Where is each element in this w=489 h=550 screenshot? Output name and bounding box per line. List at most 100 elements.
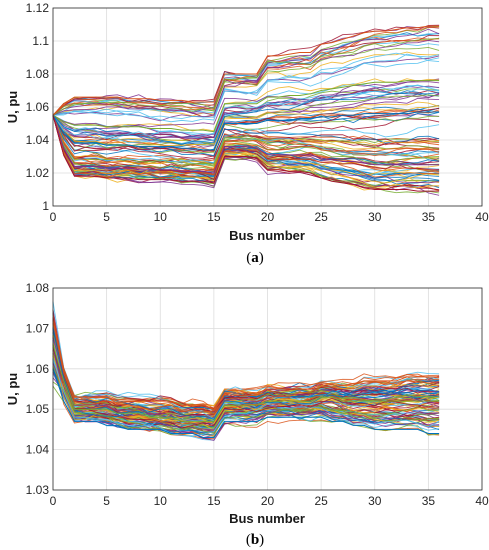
chart-panel-a: 0 5 10 15 20 25 30 35 40 1 1.02 1.04 1.06 1.08 1.1 1.1… bbox=[5, 1, 489, 266]
series-line bbox=[52, 26, 440, 116]
x-tick-label: 0 bbox=[50, 494, 57, 508]
series-line bbox=[52, 108, 440, 152]
series-line bbox=[52, 28, 440, 116]
series-line bbox=[52, 328, 440, 412]
y-tick-label: 1 bbox=[42, 199, 49, 213]
series-line bbox=[52, 366, 440, 431]
y-tick-label: 1.08 bbox=[26, 281, 50, 295]
y-axis-label-b: U, pu bbox=[5, 373, 20, 406]
x-tick-label: 40 bbox=[475, 210, 489, 224]
x-tick-label: 10 bbox=[154, 494, 168, 508]
x-tick-label: 20 bbox=[261, 210, 275, 224]
series-line bbox=[52, 85, 440, 142]
x-tick-label: 15 bbox=[207, 494, 221, 508]
series-line bbox=[52, 115, 440, 172]
y-tick-label: 1.02 bbox=[26, 166, 50, 180]
series-line bbox=[52, 39, 440, 116]
y-axis-label-a: U, pu bbox=[5, 91, 20, 124]
series-line bbox=[52, 115, 440, 189]
series-line bbox=[52, 357, 440, 437]
series-line bbox=[52, 80, 440, 133]
series-line bbox=[52, 347, 440, 431]
series-line bbox=[52, 115, 440, 179]
series-line bbox=[52, 32, 440, 116]
y-tick-label: 1.05 bbox=[26, 402, 50, 416]
series-line bbox=[52, 115, 440, 166]
series-lines-a bbox=[52, 24, 440, 196]
x-tick-label: 10 bbox=[154, 210, 168, 224]
x-axis-label-b: Bus number bbox=[229, 511, 305, 526]
x-tick-label: 35 bbox=[422, 210, 436, 224]
series-line bbox=[52, 111, 440, 151]
series-lines-b bbox=[52, 301, 440, 441]
series-line bbox=[52, 325, 440, 420]
series-line bbox=[52, 320, 440, 423]
series-line bbox=[52, 344, 440, 425]
caption-a: (a) bbox=[246, 250, 264, 266]
series-line bbox=[52, 327, 440, 418]
x-tick-label: 30 bbox=[368, 210, 382, 224]
series-line bbox=[52, 115, 440, 187]
x-tick-label: 25 bbox=[314, 210, 328, 224]
series-line bbox=[52, 115, 440, 181]
y-tick-label: 1.06 bbox=[26, 362, 50, 376]
series-line bbox=[52, 97, 440, 139]
x-tick-label: 25 bbox=[314, 494, 328, 508]
y-tick-label: 1.04 bbox=[26, 443, 50, 457]
y-tick-labels-a: 1 1.02 1.04 1.06 1.08 1.1 1.12 bbox=[26, 1, 50, 213]
series-line bbox=[52, 84, 440, 138]
x-tick-label: 5 bbox=[103, 210, 110, 224]
caption-b: (b) bbox=[246, 532, 264, 548]
series-line bbox=[52, 367, 440, 434]
series-line bbox=[52, 329, 440, 420]
x-tick-label: 20 bbox=[261, 494, 275, 508]
y-tick-label: 1.07 bbox=[26, 321, 50, 335]
x-tick-label: 40 bbox=[475, 494, 489, 508]
series-line bbox=[52, 368, 440, 438]
series-line bbox=[52, 115, 440, 174]
plot-border-b bbox=[52, 287, 483, 491]
series-line bbox=[52, 81, 440, 128]
series-line bbox=[52, 92, 440, 145]
series-line bbox=[52, 115, 440, 157]
series-line bbox=[52, 314, 440, 407]
x-tick-label: 15 bbox=[207, 210, 221, 224]
x-tick-label: 5 bbox=[103, 494, 110, 508]
series-line bbox=[52, 37, 440, 116]
series-line bbox=[52, 78, 440, 132]
series-line bbox=[52, 25, 440, 116]
series-line bbox=[52, 33, 440, 116]
y-tick-label: 1.04 bbox=[26, 133, 50, 147]
plot-border-a bbox=[52, 7, 483, 207]
series-line bbox=[52, 353, 440, 424]
series-line bbox=[52, 115, 440, 154]
y-tick-label: 1.08 bbox=[26, 67, 50, 81]
y-tick-label: 1.1 bbox=[32, 34, 49, 48]
x-tick-label: 0 bbox=[50, 210, 57, 224]
series-line bbox=[52, 88, 440, 144]
x-tick-labels-b: 0 5 10 15 20 25 30 35 40 bbox=[50, 494, 489, 508]
series-line bbox=[52, 57, 440, 123]
series-line bbox=[52, 105, 440, 147]
series-line bbox=[52, 381, 440, 434]
series-line bbox=[52, 35, 440, 118]
x-axis-label-a: Bus number bbox=[229, 228, 305, 243]
series-line bbox=[52, 355, 440, 431]
chart-panel-b: 0 5 10 15 20 25 30 35 40 1.031.041.051.061.071.0… bbox=[5, 281, 489, 548]
series-line bbox=[52, 320, 440, 410]
series-line bbox=[52, 322, 440, 412]
y-tick-labels-b: 1.03 1.04 1.05 1.06 1.07 1.08 bbox=[26, 281, 50, 497]
series-line bbox=[52, 115, 440, 178]
series-line bbox=[52, 115, 440, 184]
series-line bbox=[52, 309, 440, 414]
x-tick-label: 30 bbox=[368, 494, 382, 508]
y-tick-label: 1.12 bbox=[26, 1, 50, 15]
x-tick-labels-a: 0 5 10 15 20 25 30 35 40 bbox=[50, 210, 489, 224]
x-tick-label: 35 bbox=[422, 494, 436, 508]
y-tick-label: 1.06 bbox=[26, 100, 50, 114]
series-line bbox=[52, 78, 440, 138]
series-line bbox=[52, 115, 440, 176]
y-tick-label: 1.03 bbox=[26, 483, 50, 497]
series-line bbox=[52, 344, 440, 422]
